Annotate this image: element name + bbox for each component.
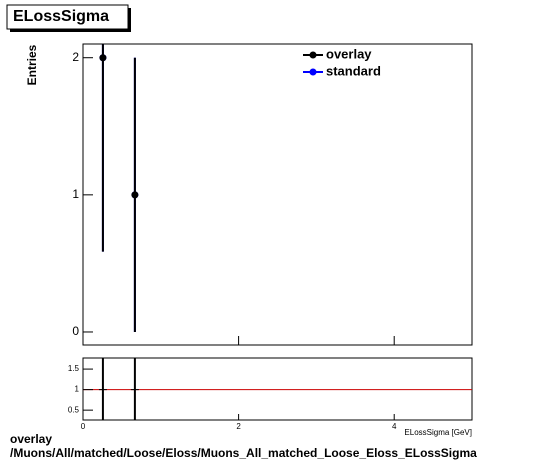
- x-axis-label: ELossSigma [GeV]: [404, 428, 472, 437]
- y-tick-label: 0.5: [68, 405, 80, 414]
- main-plot: [99, 44, 139, 332]
- y-tick-label: 1.5: [68, 364, 80, 373]
- legend-marker: [309, 51, 317, 59]
- point: [99, 54, 107, 62]
- legend-label: overlay: [326, 46, 372, 61]
- y-tick-label: 0: [72, 324, 79, 338]
- ratio-plot: [83, 358, 472, 420]
- y-axis-label: Entries: [25, 44, 39, 85]
- y-tick-label: 2: [72, 50, 79, 64]
- point: [131, 191, 139, 199]
- legend-marker: [309, 68, 317, 76]
- y-tick-label: 1: [75, 385, 80, 394]
- title: ELossSigma: [13, 8, 109, 25]
- x-tick-label: 0: [81, 422, 86, 431]
- title-box: [6, 4, 129, 30]
- legend-label: standard: [326, 63, 381, 78]
- y-tick-label: 1: [72, 187, 79, 201]
- ratio-frame: [82, 357, 473, 421]
- main-frame: [82, 43, 473, 346]
- footer-line: overlay: [10, 432, 52, 446]
- x-tick-label: 2: [236, 422, 241, 431]
- x-tick-label: 4: [392, 422, 397, 431]
- footer-line: /Muons/All/matched/Loose/Eloss/Muons_All…: [10, 446, 477, 460]
